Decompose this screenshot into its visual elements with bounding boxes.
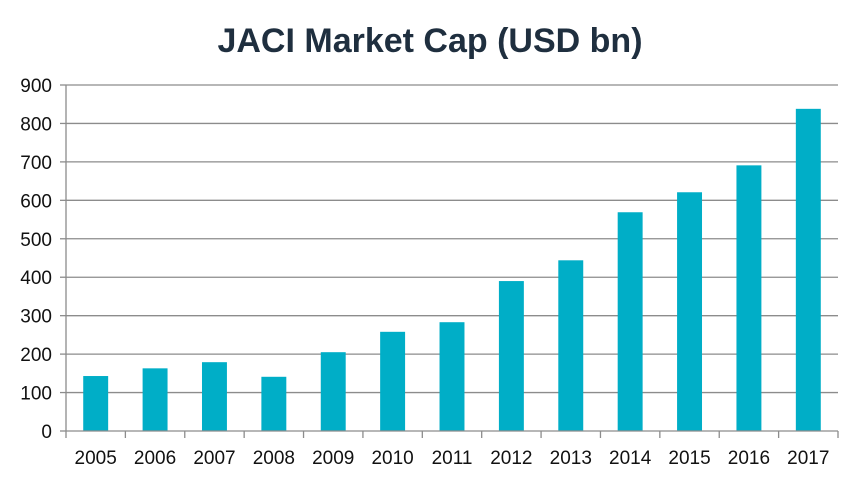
chart-title: JACI Market Cap (USD bn) [217, 22, 642, 60]
y-tick-label-600: 600 [20, 191, 52, 212]
y-tick-label-200: 200 [20, 345, 52, 366]
bar-2012 [498, 281, 524, 431]
x-tick-label-2013: 2013 [550, 448, 592, 469]
x-tick-label-2014: 2014 [609, 448, 652, 469]
x-tick-label-2005: 2005 [75, 448, 117, 469]
y-axis-tick-labels: 0 100 200 300 400 500 600 700 800 900 [20, 76, 52, 443]
bar-2014 [617, 212, 643, 431]
y-tick-label-400: 400 [20, 268, 52, 289]
bar-2011 [439, 322, 465, 431]
bar-2015 [677, 192, 703, 431]
x-tick-label-2009: 2009 [312, 448, 354, 469]
x-tick-label-2011: 2011 [432, 448, 473, 469]
bars [83, 108, 821, 432]
y-tick-label-300: 300 [20, 307, 52, 328]
y-tick-label-500: 500 [20, 230, 52, 251]
bar-2005 [83, 376, 109, 431]
bar-2007 [201, 362, 227, 431]
x-axis-tick-labels: 2005 2006 2007 2008 2009 2010 2011 2012 2013 2014… [75, 448, 830, 469]
bar-2013 [558, 260, 584, 431]
x-tick-label-2008: 2008 [253, 448, 295, 469]
y-tick-label-700: 700 [20, 153, 52, 174]
bar-2006 [142, 368, 168, 431]
x-tick-label-2015: 2015 [668, 448, 710, 469]
bar-2010 [380, 331, 406, 431]
y-tick-label-100: 100 [20, 384, 52, 405]
bar-2008 [261, 376, 287, 431]
bar-2017 [795, 108, 821, 431]
bar-2016 [736, 165, 762, 432]
x-tick-label-2006: 2006 [134, 448, 176, 469]
x-tick-label-2012: 2012 [490, 448, 532, 469]
y-tick-label-800: 800 [20, 114, 52, 135]
x-tick-label-2010: 2010 [371, 448, 413, 469]
gridlines [60, 84, 838, 432]
x-tick-label-2017: 2017 [787, 448, 829, 469]
x-tick-label-2007: 2007 [193, 448, 235, 469]
x-tick-label-2016: 2016 [728, 448, 770, 469]
y-tick-label-900: 900 [20, 76, 52, 97]
axes [65, 85, 839, 438]
y-tick-label-0: 0 [41, 422, 52, 443]
bar-2009 [320, 352, 346, 431]
